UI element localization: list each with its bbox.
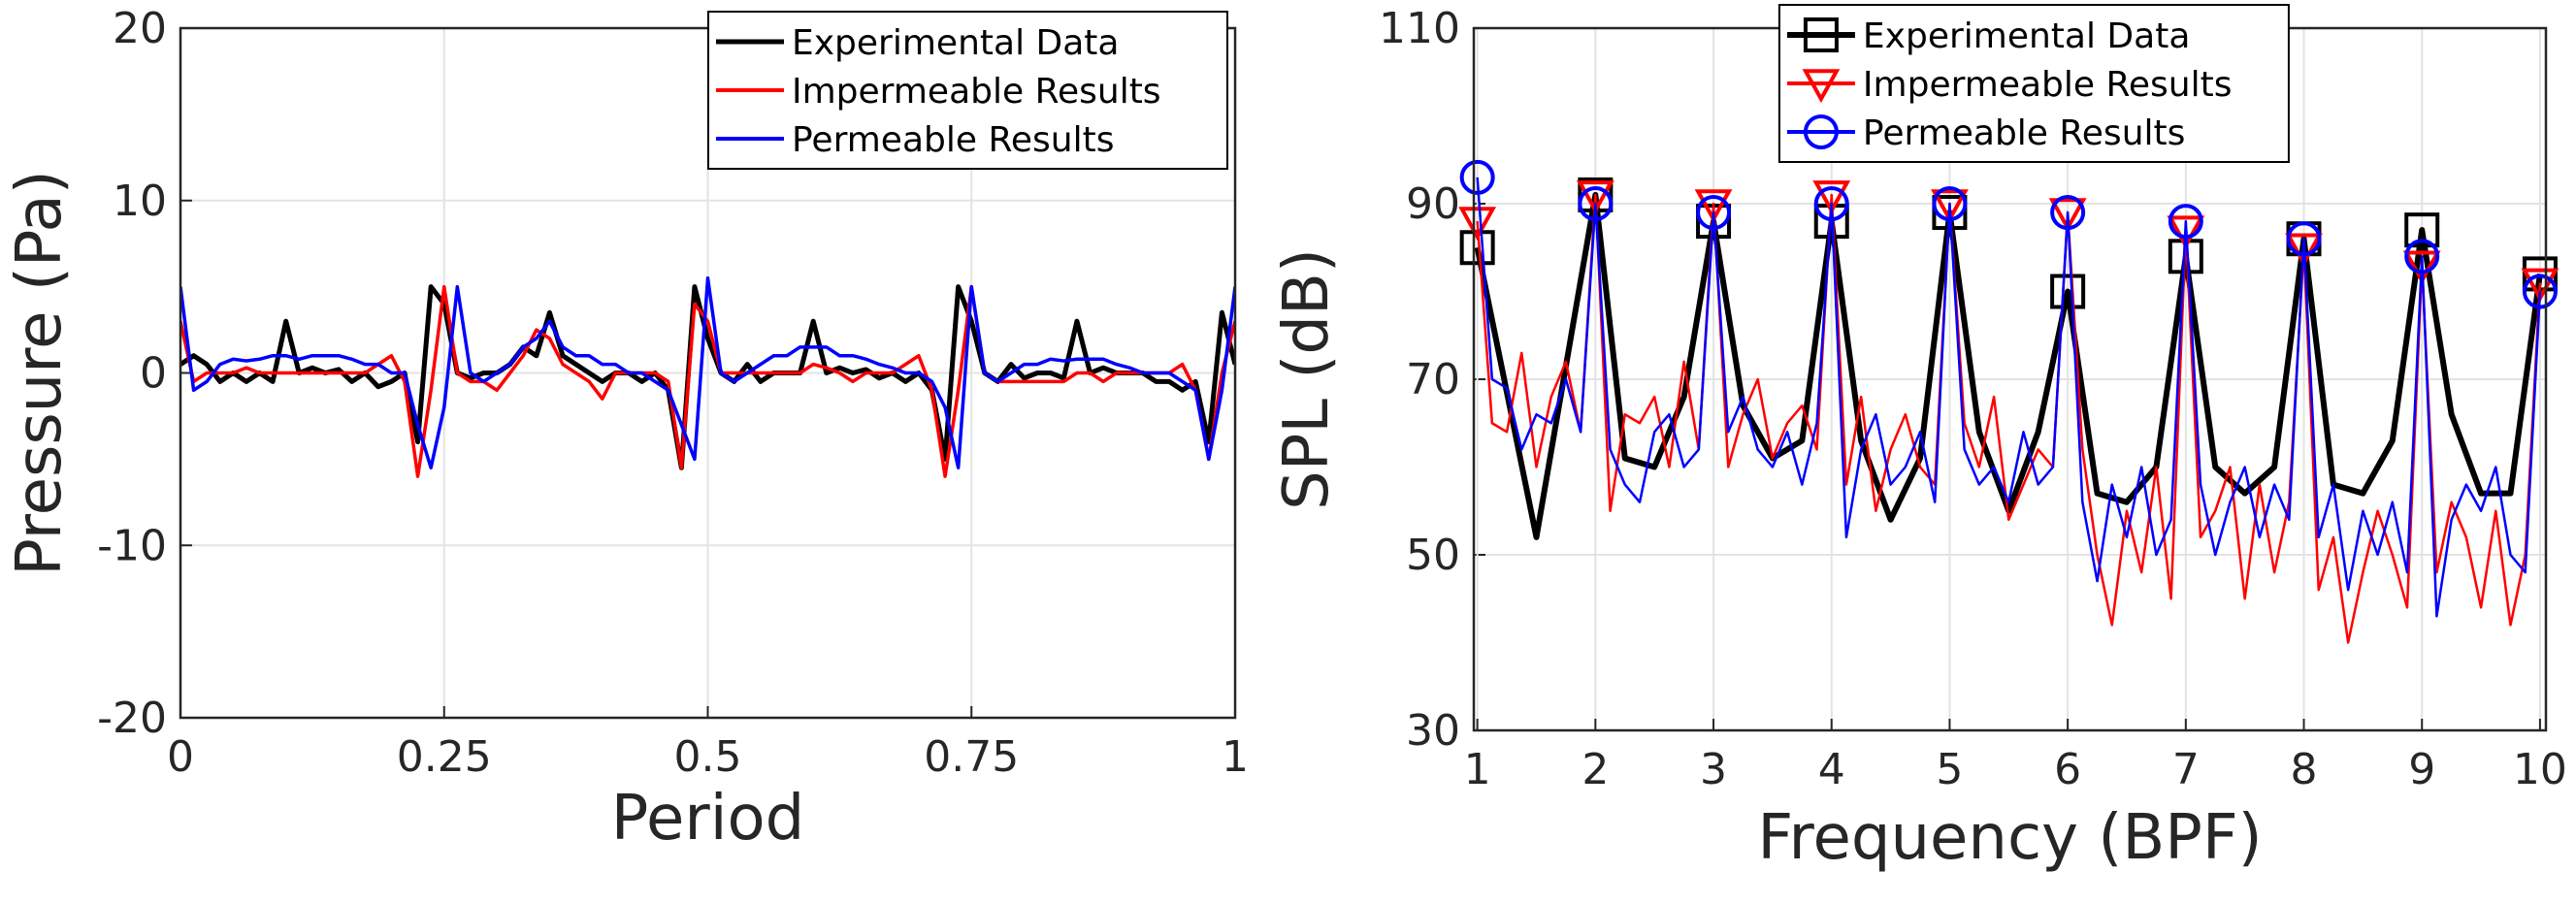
y-tick-label: -20 bbox=[97, 694, 167, 743]
marker bbox=[1576, 180, 1614, 215]
x-tick-label: 7 bbox=[2172, 745, 2200, 794]
legend-label: Impermeable Results bbox=[792, 72, 1161, 112]
x-tick-label: 1 bbox=[1222, 732, 1249, 782]
x-tick-label: 6 bbox=[2054, 745, 2081, 794]
y-tick-label: 90 bbox=[1406, 179, 1460, 229]
legend-marker bbox=[1803, 17, 1839, 52]
marker bbox=[1813, 186, 1849, 221]
marker bbox=[2286, 221, 2322, 257]
x-tick-label: 0.5 bbox=[674, 732, 742, 782]
marker bbox=[1694, 189, 1733, 224]
x-tick-label: 0.25 bbox=[397, 732, 492, 782]
x-tick-label: 3 bbox=[1700, 745, 1727, 794]
marker bbox=[1696, 195, 1732, 231]
legend-box bbox=[707, 11, 1228, 170]
legend-label: Experimental Data bbox=[1863, 16, 2190, 56]
x-tick-label: 8 bbox=[2291, 745, 2318, 794]
marker bbox=[2050, 274, 2086, 309]
legend-box bbox=[1777, 4, 2290, 163]
y-tick-label: 70 bbox=[1406, 355, 1460, 404]
y-tick-label: 20 bbox=[113, 4, 167, 53]
x-tick-label: 4 bbox=[1818, 745, 1845, 794]
marker bbox=[1812, 180, 1851, 215]
x-axis-label: Frequency (BPF) bbox=[1757, 802, 2262, 874]
marker bbox=[2167, 215, 2205, 250]
y-tick-label: -10 bbox=[97, 521, 167, 570]
legend-label: Impermeable Results bbox=[1863, 65, 2233, 105]
x-tick-label: 5 bbox=[1936, 745, 1963, 794]
x-tick-label: 1 bbox=[1464, 745, 1491, 794]
legend-label: Permeable Results bbox=[792, 120, 1114, 160]
series-line bbox=[1474, 191, 2543, 540]
y-tick-label: 30 bbox=[1406, 706, 1460, 756]
marker bbox=[2402, 250, 2441, 285]
marker bbox=[2050, 195, 2086, 231]
marker bbox=[1932, 186, 1968, 221]
legend-label: Permeable Results bbox=[1863, 113, 2185, 153]
marker bbox=[1458, 207, 1497, 242]
y-tick-label: 0 bbox=[140, 349, 167, 399]
marker bbox=[2404, 239, 2440, 274]
series-line bbox=[1476, 177, 2542, 618]
series-line bbox=[1476, 193, 2542, 644]
x-tick-label: 0.75 bbox=[924, 732, 1019, 782]
y-axis-label: SPL (dB) bbox=[1271, 248, 1343, 510]
marker bbox=[2048, 198, 2087, 233]
x-tick-label: 9 bbox=[2408, 745, 2435, 794]
marker bbox=[2522, 274, 2558, 309]
y-axis-label: Pressure (Pa) bbox=[4, 170, 76, 576]
x-tick-label: 2 bbox=[1581, 745, 1609, 794]
x-tick-label: 0 bbox=[167, 732, 194, 782]
marker bbox=[2521, 268, 2560, 303]
marker bbox=[2404, 212, 2440, 248]
series-line bbox=[180, 284, 1235, 478]
legend-marker bbox=[1803, 114, 1839, 149]
legend-label: Experimental Data bbox=[792, 23, 1119, 63]
legend-marker bbox=[1802, 69, 1841, 104]
series-line bbox=[180, 275, 1235, 470]
x-tick-label: 10 bbox=[2513, 745, 2567, 794]
y-tick-label: 50 bbox=[1406, 531, 1460, 580]
marker bbox=[2168, 204, 2203, 240]
marker bbox=[1459, 159, 1495, 195]
marker bbox=[1578, 186, 1614, 221]
series-line bbox=[180, 284, 1235, 470]
x-axis-label: Period bbox=[611, 783, 805, 855]
marker bbox=[2285, 233, 2323, 268]
y-tick-label: 110 bbox=[1379, 4, 1460, 53]
y-tick-label: 10 bbox=[113, 177, 167, 226]
marker bbox=[1931, 189, 1969, 224]
